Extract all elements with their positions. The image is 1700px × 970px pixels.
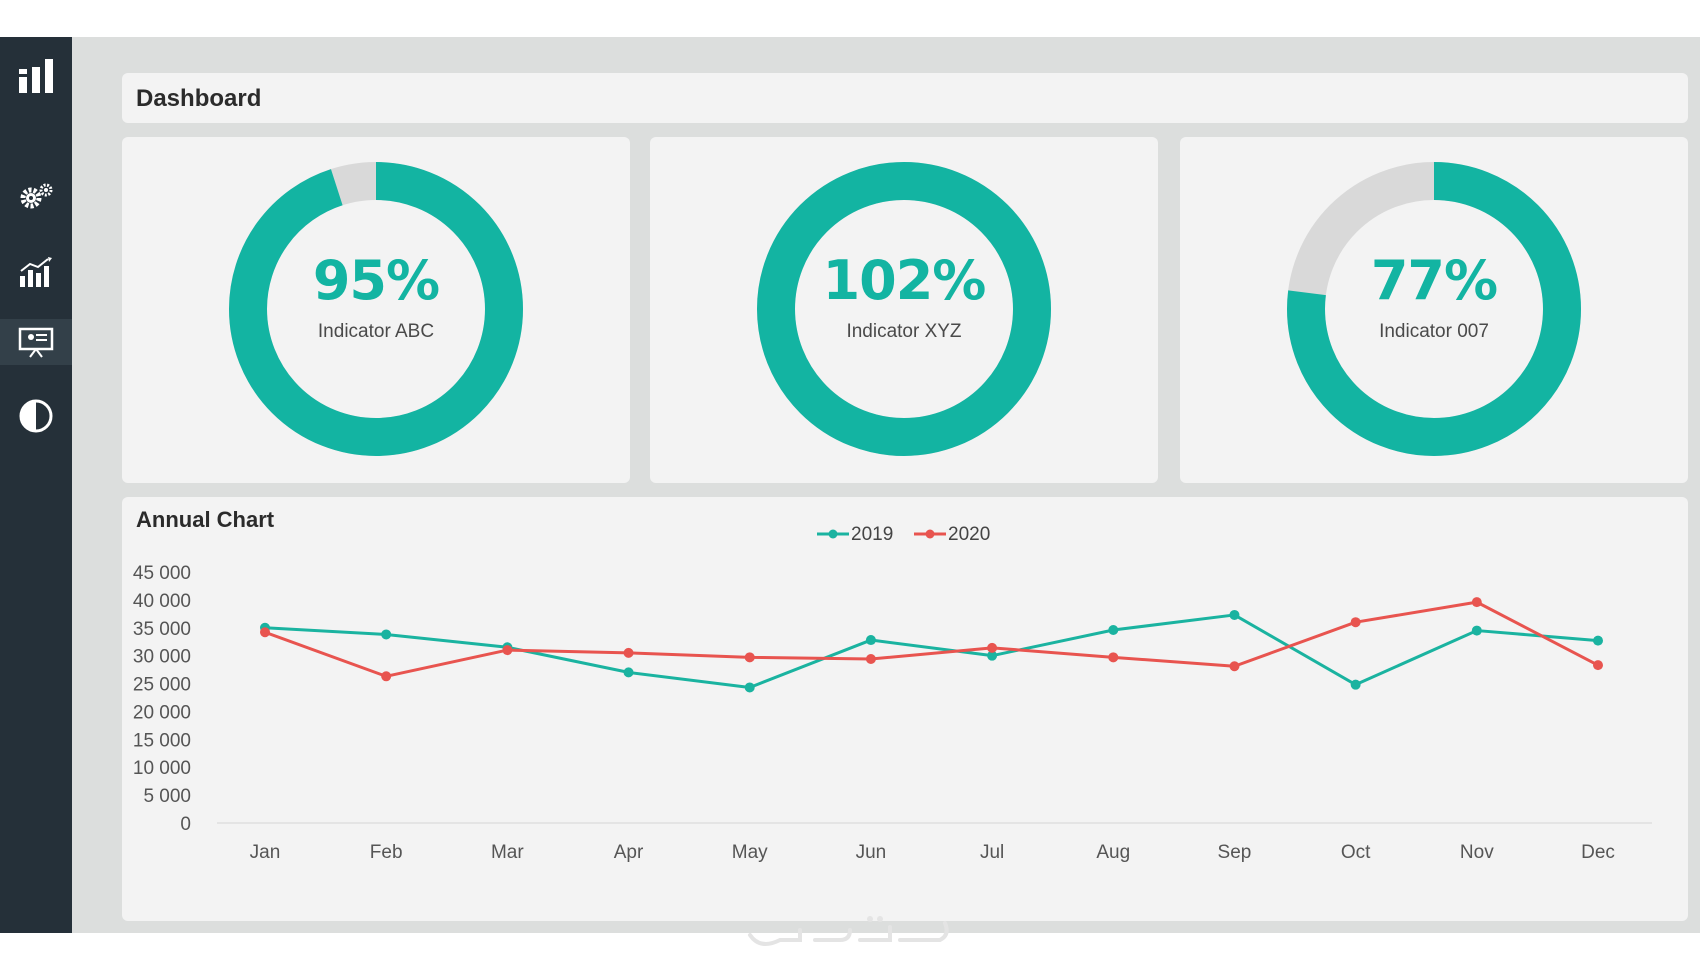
gears-icon [20,183,53,209]
kpi-donut [1287,162,1581,456]
donut-progress-arc [757,162,1051,456]
data-point-2019[interactable] [623,667,634,678]
kpi-card: 102% Indicator XYZ [650,137,1158,483]
data-point-2020[interactable] [1471,597,1482,608]
chart-title: Annual Chart [136,507,275,532]
legend-item-2019[interactable]: 2019 [817,524,893,545]
kpi-card: 95% Indicator ABC [122,137,630,483]
y-tick-label: 15 000 [133,730,191,751]
y-tick-label: 45 000 [133,563,191,584]
kpi-value: 95% [312,249,440,312]
legend-marker [828,529,838,539]
growth-chart-icon [20,257,52,287]
data-point-2019[interactable] [381,629,392,640]
data-point-2019[interactable] [1471,625,1482,636]
y-tick-label: 40 000 [133,591,191,612]
y-tick-label: 0 [180,814,191,835]
kpi-label: Indicator XYZ [846,321,962,342]
watermark-logo-icon [748,916,949,946]
data-point-2019[interactable] [1350,679,1361,690]
page-title: Dashboard [136,85,262,112]
sidebar-item-analytics[interactable] [0,249,72,295]
x-tick-label: Dec [1581,842,1615,863]
donut-progress-arc [229,162,523,456]
header-bar: Dashboard [122,73,1688,123]
x-tick-label: May [732,842,768,863]
kpi-donut [757,162,1051,456]
data-point-2019[interactable] [1229,609,1240,620]
series-line-2019 [264,613,1599,689]
y-tick-label: 25 000 [133,675,191,696]
kpi-value: 102% [822,249,987,312]
legend-label: 2020 [948,524,990,545]
x-tick-label: Oct [1341,842,1371,863]
x-tick-label: Feb [370,842,403,863]
data-point-2020[interactable] [623,647,634,658]
bar-chart-logo-icon [19,59,53,93]
data-point-2020[interactable] [1229,661,1240,672]
data-point-2020[interactable] [381,671,392,682]
x-tick-label: Sep [1218,842,1252,863]
data-point-2020[interactable] [502,645,513,656]
presentation-board-icon [18,327,54,358]
y-tick-label: 35 000 [133,619,191,640]
series-line-2020 [264,600,1599,678]
data-point-2019[interactable] [1108,625,1119,636]
x-tick-label: Aug [1096,842,1130,863]
legend-marker [925,529,935,539]
line-chart: 45 000 40 000 35 000 30 000 25 000 20 000 15 0… [133,524,1652,863]
donut-progress-arc [1287,162,1581,456]
data-point-2020[interactable] [744,652,755,663]
app-window: Dashboard 95% Indicator ABC 102% Indicat… [0,37,1700,933]
app-logo-icon[interactable] [0,53,72,99]
kpi-label: Indicator ABC [317,321,435,342]
data-point-2019[interactable] [1593,635,1603,646]
data-point-2019[interactable] [744,682,755,693]
sidebar-item-theme[interactable] [0,393,72,439]
sidebar-item-settings[interactable] [0,173,72,219]
data-point-2020[interactable] [865,654,876,665]
annual-chart-panel: Annual Chart 45 000 40 000 35 000 30 000 25 … [122,497,1688,921]
y-tick-label: 10 000 [133,758,191,779]
kpi-label: Indicator 007 [1379,321,1489,342]
legend-label: 2019 [851,524,893,545]
y-tick-label: 20 000 [133,702,191,723]
sidebar-item-presentation[interactable] [0,319,72,365]
x-tick-label: Nov [1460,842,1494,863]
kpi-card: 77% Indicator 007 [1180,137,1688,483]
data-point-2020[interactable] [1593,660,1603,671]
x-tick-label: Jul [980,842,1004,863]
legend-item-2020[interactable]: 2020 [914,524,990,545]
kpi-donut [229,162,523,456]
data-point-2019[interactable] [987,650,998,661]
x-tick-label: Apr [614,842,644,863]
x-tick-label: Jun [856,842,887,863]
contrast-icon [19,399,53,433]
data-point-2020[interactable] [260,627,270,638]
x-tick-label: Mar [491,842,524,863]
data-point-2020[interactable] [1350,617,1361,628]
kpi-value: 77% [1370,249,1498,312]
y-tick-label: 5 000 [143,786,191,807]
data-point-2020[interactable] [1108,652,1119,663]
y-tick-label: 30 000 [133,647,191,668]
data-point-2019[interactable] [865,635,876,646]
data-point-2020[interactable] [987,642,998,653]
sidebar [0,37,72,933]
x-tick-label: Jan [250,842,281,863]
